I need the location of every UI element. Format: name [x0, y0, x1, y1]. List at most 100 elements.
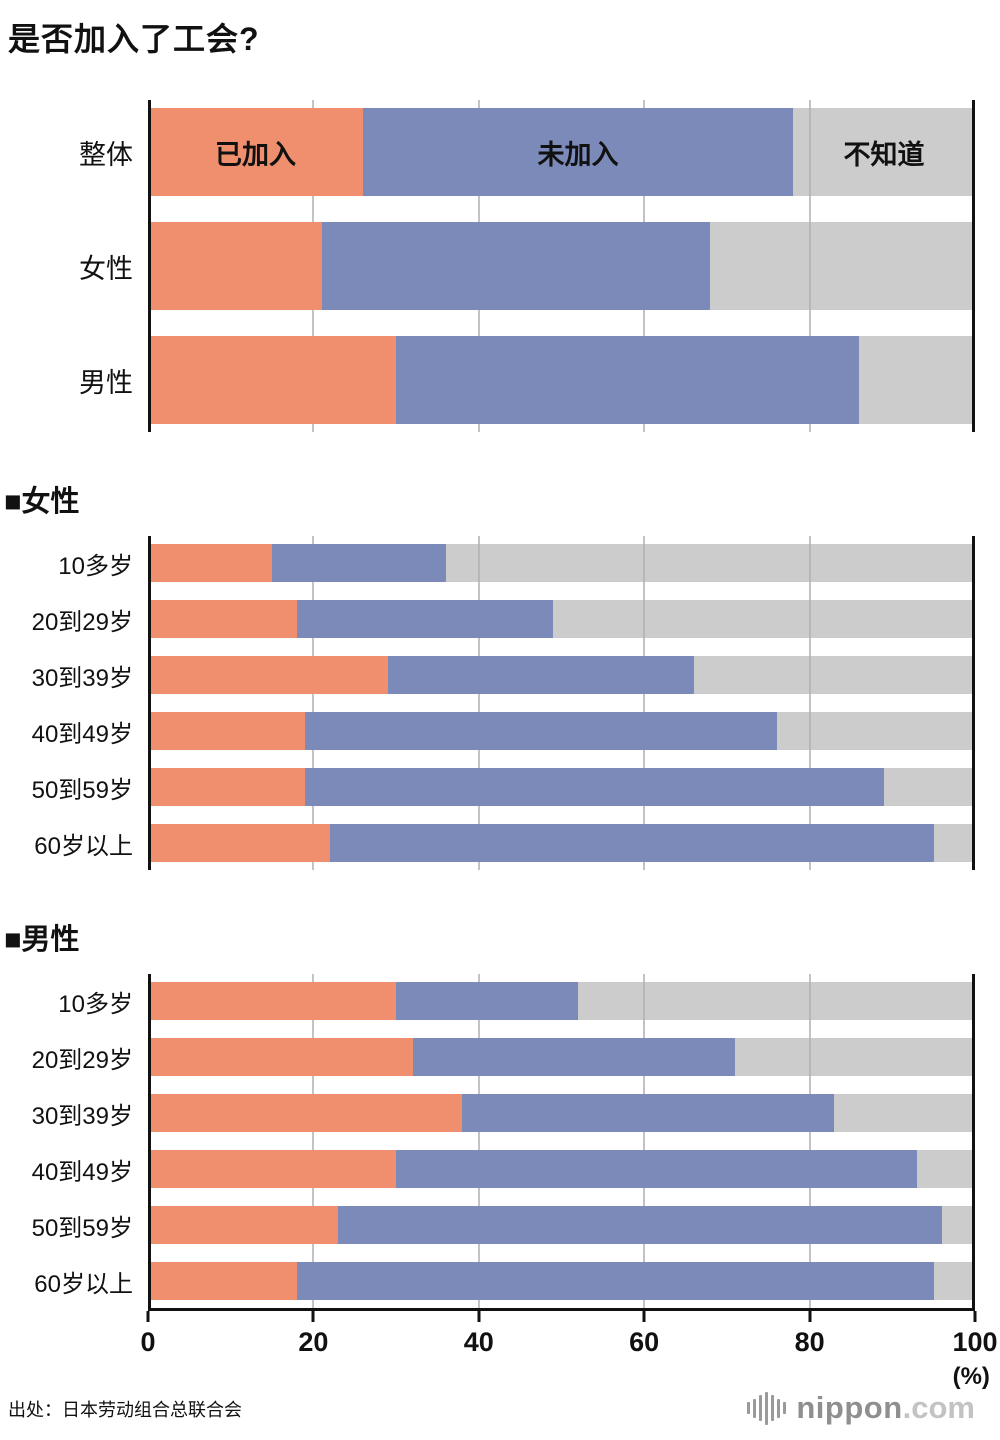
bar-segment-dont-know [933, 1262, 975, 1300]
row-label: 女性 [79, 253, 133, 284]
bar-segment-dont-know [693, 656, 975, 694]
x-axis-tick [477, 1311, 481, 1322]
segment-label: 不知道 [843, 139, 925, 170]
chart-block: ■女性 10多岁 20到29岁 30到39岁 40到49岁 50到59岁 60岁以上 [0, 478, 1000, 870]
chart-row: 30到39岁 [0, 656, 1000, 694]
bar-track [148, 1038, 975, 1076]
bar-segment-joined [148, 1150, 397, 1188]
grid-layer [148, 536, 975, 870]
bar-segment-joined [148, 222, 322, 310]
bar-segment-dont-know [735, 1038, 975, 1076]
bar-track [148, 336, 975, 424]
bar-segment-joined [148, 1262, 297, 1300]
bar-segment-joined [148, 982, 397, 1020]
bar-segment-not-joined [272, 544, 446, 582]
bar-segment-not-joined [396, 982, 579, 1020]
stacked-bar-chart: 10多岁 20到29岁 30到39岁 40到49岁 50到59岁 60岁以上 [0, 974, 1000, 1308]
x-axis-tick [642, 1311, 646, 1322]
segment-label: 已加入 [215, 139, 296, 170]
row-label: 20到29岁 [31, 608, 133, 636]
chart-block: ■男性 10多岁 20到29岁 30到39岁 40到49岁 50到59岁 60岁以上 0 20 4… [0, 916, 1000, 1400]
gridline [312, 536, 315, 870]
bar-segment-not-joined [329, 824, 934, 862]
bar-segment-dont-know [553, 600, 975, 638]
bar-segment-dont-know [884, 768, 975, 806]
bar-segment-dont-know [933, 824, 975, 862]
bar-segment-joined: 已加入 [148, 108, 364, 196]
x-axis-tick [146, 1311, 150, 1322]
chart-rows: 10多岁 20到29岁 30到39岁 40到49岁 50到59岁 60岁以上 [0, 974, 1000, 1308]
gridline [477, 536, 480, 870]
chart-block: 整体 已加入 未加入 不知道 女性 男性 [0, 100, 1000, 432]
bar-segment-not-joined [396, 1150, 918, 1188]
bar-segment-joined [148, 600, 297, 638]
section-heading: ■女性 [4, 486, 80, 518]
x-axis-tick [808, 1311, 812, 1322]
bar-segment-not-joined: 未加入 [363, 108, 794, 196]
stacked-bar-chart: 整体 已加入 未加入 不知道 女性 男性 [0, 100, 1000, 432]
row-label: 40到49岁 [31, 1158, 133, 1186]
bar-track [148, 1150, 975, 1188]
grid-layer [148, 974, 975, 1308]
gridline [477, 974, 480, 1308]
chart-row: 20到29岁 [0, 1038, 1000, 1076]
bar-segment-dont-know [941, 1206, 975, 1244]
x-axis-tick-label: 40 [463, 1327, 494, 1357]
bar-segment-not-joined [321, 222, 711, 310]
bar-segment-not-joined [338, 1206, 942, 1244]
bar-track [148, 712, 975, 750]
x-axis-unit-label: (%) [952, 1363, 990, 1390]
bar-segment-not-joined [396, 336, 860, 424]
page-title: 是否加入了工会? [8, 21, 260, 57]
chart-row: 20到29岁 [0, 600, 1000, 638]
x-axis-tick-label: 0 [140, 1327, 156, 1357]
chart-row: 女性 [0, 222, 1000, 310]
logo-wordmark: nippon.com [796, 1390, 975, 1426]
row-label: 60岁以上 [34, 1270, 133, 1298]
chart-row: 60岁以上 [0, 824, 1000, 862]
row-label: 男性 [79, 367, 133, 398]
bar-segment-dont-know [710, 222, 975, 310]
chart-row: 10多岁 [0, 544, 1000, 582]
chart-row: 60岁以上 [0, 1262, 1000, 1300]
bar-track [148, 1262, 975, 1300]
bar-segment-not-joined [462, 1094, 835, 1132]
bar-segment-joined [148, 712, 306, 750]
row-label: 60岁以上 [34, 832, 133, 860]
row-label: 50到59岁 [31, 776, 133, 804]
bar-segment-not-joined [412, 1038, 736, 1076]
bar-track [148, 222, 975, 310]
bar-segment-not-joined [305, 712, 777, 750]
bar-segment-dont-know [917, 1150, 975, 1188]
bar-segment-joined [148, 1094, 463, 1132]
bar-segment-joined [148, 656, 388, 694]
row-label: 30到39岁 [31, 1102, 133, 1130]
x-axis-tick [311, 1311, 315, 1322]
chart-row: 40到49岁 [0, 1150, 1000, 1188]
bar-segment-not-joined [387, 656, 694, 694]
x-axis-tick-label: 80 [794, 1327, 825, 1357]
bar-segment-not-joined [296, 600, 554, 638]
x-axis-tick [973, 1311, 977, 1322]
bar-segment-dont-know [445, 544, 975, 582]
row-label: 20到29岁 [31, 1046, 133, 1074]
bar-track [148, 1206, 975, 1244]
logo-name-text: nippon [796, 1390, 903, 1425]
source-text: 出处：日本劳动组合总联合会 [8, 1400, 242, 1420]
bar-track [148, 544, 975, 582]
bar-segment-dont-know [859, 336, 975, 424]
bar-segment-joined [148, 336, 397, 424]
chart-row: 10多岁 [0, 982, 1000, 1020]
chart-row: 40到49岁 [0, 712, 1000, 750]
bar-track [148, 824, 975, 862]
chart-row: 整体 已加入 未加入 不知道 [0, 108, 1000, 196]
bar-segment-not-joined [296, 1262, 934, 1300]
row-label: 40到49岁 [31, 720, 133, 748]
bar-track [148, 1094, 975, 1132]
bar-track [148, 768, 975, 806]
bar-segment-dont-know [834, 1094, 975, 1132]
logo-tld-text: .com [902, 1390, 975, 1425]
gridline [808, 536, 811, 870]
bar-track [148, 656, 975, 694]
